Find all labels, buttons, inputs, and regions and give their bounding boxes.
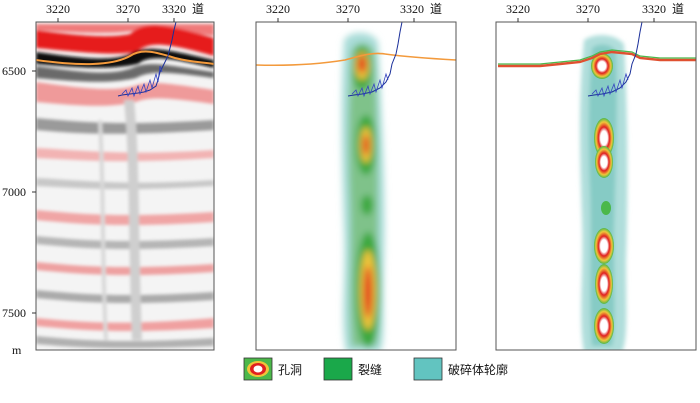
depth-tick-label: 6500: [2, 64, 26, 78]
tick-label: 3220: [506, 2, 530, 16]
tick-label: 3270: [116, 2, 140, 16]
fracture-swatch: [323, 357, 353, 381]
seismic-image: [36, 22, 214, 350]
tick-label: 3320: [400, 2, 424, 16]
well-curve: [587, 22, 643, 97]
horizon-line: [498, 50, 696, 68]
legend-label: 破碎体轮廓: [448, 362, 508, 377]
cave-blob: [591, 53, 613, 79]
cave-blob: [595, 146, 613, 178]
classified-image: [498, 22, 696, 350]
attribute-frame: [255, 21, 457, 351]
legend-item-broken-body: 破碎体轮廓: [413, 357, 508, 381]
seismic-frame: [35, 21, 215, 351]
trace-label: 道: [430, 2, 442, 16]
depth-tick-label: 7000: [2, 185, 26, 199]
legend-label: 孔洞: [278, 363, 302, 377]
axis-ticks: [32, 18, 655, 314]
seismic-panel: [35, 21, 215, 351]
cave-blob: [594, 308, 614, 344]
attribute-panel: [255, 21, 457, 351]
cave-blob: [594, 228, 614, 264]
depth-tick-label: 7500: [2, 306, 26, 320]
tick-label: 3270: [336, 2, 360, 16]
cave-blob: [594, 118, 614, 158]
horizon-line: [256, 52, 456, 67]
trace-label: 道: [192, 2, 204, 16]
classified-panel: [495, 21, 697, 351]
legend-item-fracture: 裂缝: [323, 357, 382, 381]
legend: 孔洞 裂缝 破碎体轮廓: [243, 357, 508, 381]
tick-label: 3270: [576, 2, 600, 16]
horizon-line: [36, 50, 214, 66]
legend-label: 裂缝: [358, 362, 382, 377]
fracture-blob: [601, 201, 611, 215]
tick-label: 3320: [162, 2, 186, 16]
trace-label: 道: [672, 2, 684, 16]
cave-blob: [595, 264, 613, 304]
tick-label: 3220: [46, 2, 70, 16]
tick-label: 3220: [266, 2, 290, 16]
depth-unit: m: [12, 343, 22, 357]
well-curve: [347, 22, 403, 97]
classified-frame: [495, 21, 697, 351]
attribute-image: [256, 22, 456, 350]
legend-item-cave: 孔洞: [243, 357, 302, 381]
tick-label: 3320: [642, 2, 666, 16]
broken-body-swatch: [413, 357, 443, 381]
